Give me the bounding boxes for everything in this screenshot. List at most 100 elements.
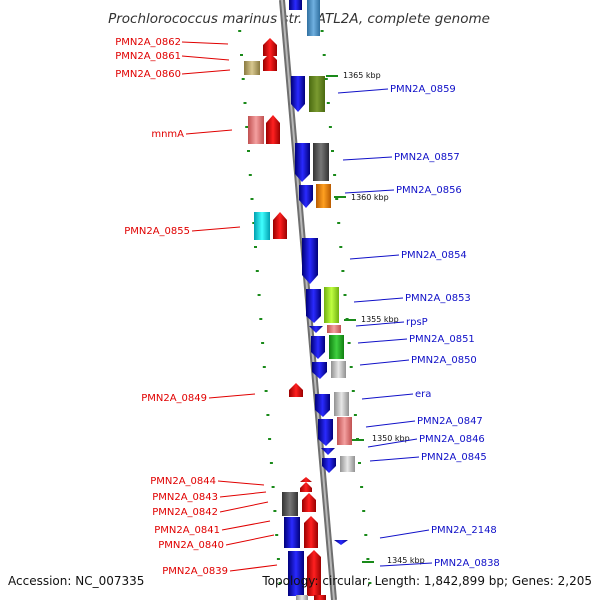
gene-arrow-plus[interactable] xyxy=(300,482,312,492)
gene-label[interactable]: PMN2A_2148 xyxy=(431,525,497,536)
gene-label[interactable]: PMN2A_0851 xyxy=(409,334,475,345)
gene-label[interactable]: PMN2A_0846 xyxy=(419,434,485,445)
gene-label[interactable]: rpsP xyxy=(406,317,428,328)
gene-arrow-plus[interactable] xyxy=(302,493,316,512)
gene-feature[interactable] xyxy=(288,551,304,596)
gene-feature[interactable] xyxy=(307,0,320,36)
ring-dot xyxy=(240,54,243,56)
gene-label[interactable]: PMN2A_0854 xyxy=(401,250,467,261)
gene-arrow-plus[interactable] xyxy=(263,38,277,56)
ring-dot xyxy=(248,174,252,176)
leader-line xyxy=(379,529,430,539)
gene-arrow-minus[interactable] xyxy=(295,143,310,182)
gene-feature[interactable] xyxy=(248,116,264,144)
gene-label[interactable]: PMN2A_0853 xyxy=(405,293,471,304)
leader-line xyxy=(337,88,389,94)
gene-feature[interactable] xyxy=(334,392,349,416)
ring-dot xyxy=(241,78,245,80)
ring-dot xyxy=(255,270,259,272)
gene-label[interactable]: PMN2A_0862 xyxy=(115,37,181,48)
gene-label[interactable]: PMN2A_0844 xyxy=(150,476,216,487)
ring-dots xyxy=(238,30,372,584)
gene-feature[interactable] xyxy=(324,287,339,323)
scale-label: 1360 kbp xyxy=(351,193,389,202)
gene-arrow-minus[interactable] xyxy=(334,540,348,545)
gene-label[interactable]: PMN2A_0847 xyxy=(417,416,483,427)
ring-dot xyxy=(333,174,337,176)
leader-line xyxy=(217,480,265,486)
gene-label[interactable]: PMN2A_0855 xyxy=(124,226,190,237)
gene-arrow-plus[interactable] xyxy=(300,477,312,482)
ring-dot xyxy=(366,558,370,560)
gene-feature[interactable] xyxy=(329,335,344,359)
ring-dot xyxy=(268,438,272,440)
gene-arrow-plus[interactable] xyxy=(263,53,277,71)
ring-dot xyxy=(322,54,326,56)
gene-feature[interactable] xyxy=(254,212,270,240)
gene-label[interactable]: PMN2A_0841 xyxy=(154,525,220,536)
ring-dot xyxy=(341,270,345,272)
gene-arrow-minus[interactable] xyxy=(311,336,325,359)
leader-line xyxy=(219,491,267,498)
gene-arrow-minus[interactable] xyxy=(302,238,318,284)
gene-feature[interactable] xyxy=(313,143,329,181)
gene-label[interactable]: PMN2A_0861 xyxy=(115,51,181,62)
gene-label[interactable]: PMN2A_0856 xyxy=(396,185,462,196)
gene-feature[interactable] xyxy=(316,184,331,208)
gene-arrow-minus[interactable] xyxy=(309,326,323,333)
ring-dot xyxy=(328,126,332,128)
gene-label[interactable]: PMN2A_0842 xyxy=(152,507,218,518)
gene-feature[interactable] xyxy=(314,595,326,600)
gene-label[interactable]: PMN2A_0850 xyxy=(411,355,477,366)
gene-feature[interactable] xyxy=(331,361,346,378)
gene-arrow-minus[interactable] xyxy=(306,289,321,323)
gene-label[interactable]: PMN2A_0849 xyxy=(141,393,207,404)
gene-feature[interactable] xyxy=(309,76,325,112)
scale-ticks: 1365 kbp 1360 kbp 1355 kbp 1350 kbp 1345… xyxy=(326,71,425,565)
gene-label[interactable]: PMN2A_0839 xyxy=(162,566,228,577)
leader-line xyxy=(181,69,231,75)
gene-feature[interactable] xyxy=(284,517,300,548)
leader-line xyxy=(181,41,229,45)
gene-arrow-minus[interactable] xyxy=(318,419,333,446)
gene-feature[interactable] xyxy=(244,61,260,75)
gene-label[interactable]: PMN2A_0857 xyxy=(394,152,460,163)
gene-arrow-minus[interactable] xyxy=(312,362,327,379)
leader-lines xyxy=(181,41,433,572)
leader-line xyxy=(379,562,433,567)
ring-dot xyxy=(358,462,361,464)
gene-label[interactable]: PMN2A_0859 xyxy=(390,84,456,95)
ring-dot xyxy=(360,486,364,488)
gene-label[interactable]: mnmA xyxy=(151,129,184,140)
ring-dot xyxy=(238,30,242,32)
gene-label[interactable]: PMN2A_0840 xyxy=(158,540,224,551)
gene-arrow-minus[interactable] xyxy=(315,394,330,417)
gene-arrow-plus[interactable] xyxy=(307,550,321,596)
gene-arrow-plus[interactable] xyxy=(304,516,318,548)
gene-feature[interactable] xyxy=(282,492,298,516)
gene-feature[interactable] xyxy=(327,325,341,333)
gene-feature[interactable] xyxy=(296,595,308,600)
gene-label[interactable]: PMN2A_0843 xyxy=(152,492,218,503)
gene-feature[interactable] xyxy=(289,0,302,10)
gene-label[interactable]: PMN2A_0845 xyxy=(421,452,487,463)
gene-arrow-minus[interactable] xyxy=(322,458,336,473)
gene-arrow-plus[interactable] xyxy=(289,383,303,397)
leader-line xyxy=(365,420,416,428)
gene-label[interactable]: era xyxy=(415,389,431,400)
gene-arrow-plus[interactable] xyxy=(266,115,280,144)
gene-arrow-minus[interactable] xyxy=(321,448,335,455)
ring-dot xyxy=(368,582,372,584)
gene-arrow-minus[interactable] xyxy=(291,76,305,112)
gene-feature[interactable] xyxy=(340,456,355,472)
gene-arrow-plus[interactable] xyxy=(273,212,287,239)
ring-dot xyxy=(275,534,279,536)
scale-label: 1355 kbp xyxy=(361,315,399,324)
gene-label[interactable]: PMN2A_0838 xyxy=(434,558,500,569)
gene-label[interactable]: PMN2A_0860 xyxy=(115,69,181,80)
ring-dot xyxy=(339,246,343,248)
leader-line xyxy=(353,297,404,303)
leader-line xyxy=(221,520,271,531)
gene-arrow-minus[interactable] xyxy=(299,185,313,208)
gene-feature[interactable] xyxy=(337,417,352,445)
